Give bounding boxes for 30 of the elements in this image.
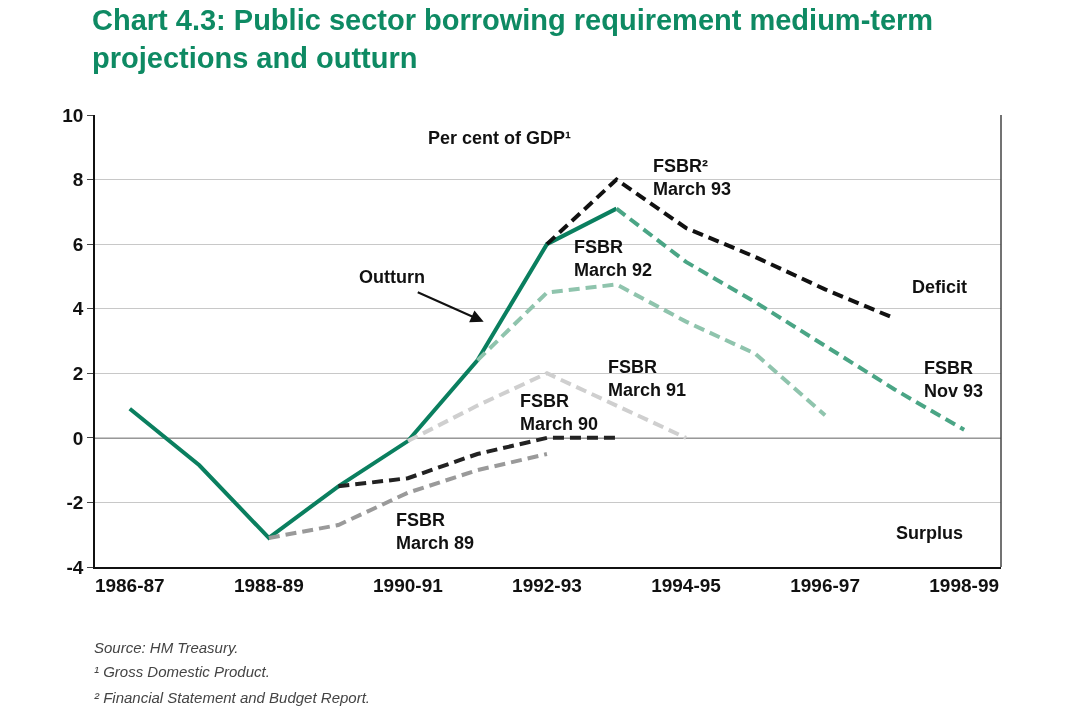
x-tick-label: 1990-91	[373, 574, 444, 596]
text: ¹ Gross Domestic Product.	[94, 663, 270, 680]
x-tick-label: 1988-89	[233, 574, 304, 596]
annotation: FSBR March 90	[520, 391, 599, 435]
y-tick-label: -4	[66, 556, 84, 578]
annotation: FSBR March 89	[396, 510, 475, 554]
y-tick-label: 0	[72, 427, 84, 449]
x-tick-label: 1994-95	[651, 574, 722, 596]
annotation: FSBR Nov 93	[924, 358, 984, 402]
annotation: FSBR March 92	[574, 237, 653, 281]
line-series	[475, 282, 828, 418]
x-tick-label: 1992-93	[512, 574, 582, 596]
y-axis-title: Per cent of GDP¹	[428, 128, 572, 148]
y-tick-label: 2	[72, 362, 84, 384]
chart-title: Chart 4.3: Public sector borrowing requirement medium-term projections and outturn	[92, 4, 934, 74]
annotation: Deficit	[912, 277, 968, 297]
annotation: Surplus	[896, 523, 964, 543]
annotation: Outturn	[359, 267, 425, 287]
y-tick-label: 10	[62, 104, 84, 126]
annotation: FSBR² March 93	[653, 156, 732, 200]
text: ² Financial Statement and Budget Report.	[94, 689, 370, 706]
x-tick-label: 1986-87	[94, 574, 165, 596]
annotation: FSBR March 91	[608, 357, 687, 401]
x-tick-label: 1996-97	[790, 574, 860, 596]
y-tick-label: -2	[66, 492, 84, 514]
y-tick-label: 8	[72, 169, 84, 191]
y-tick-label: 4	[72, 298, 84, 320]
x-tick-label: 1998-99	[929, 574, 1000, 596]
source-note: Source: HM Treasury.	[94, 639, 239, 656]
y-tick-label: 6	[72, 233, 84, 255]
